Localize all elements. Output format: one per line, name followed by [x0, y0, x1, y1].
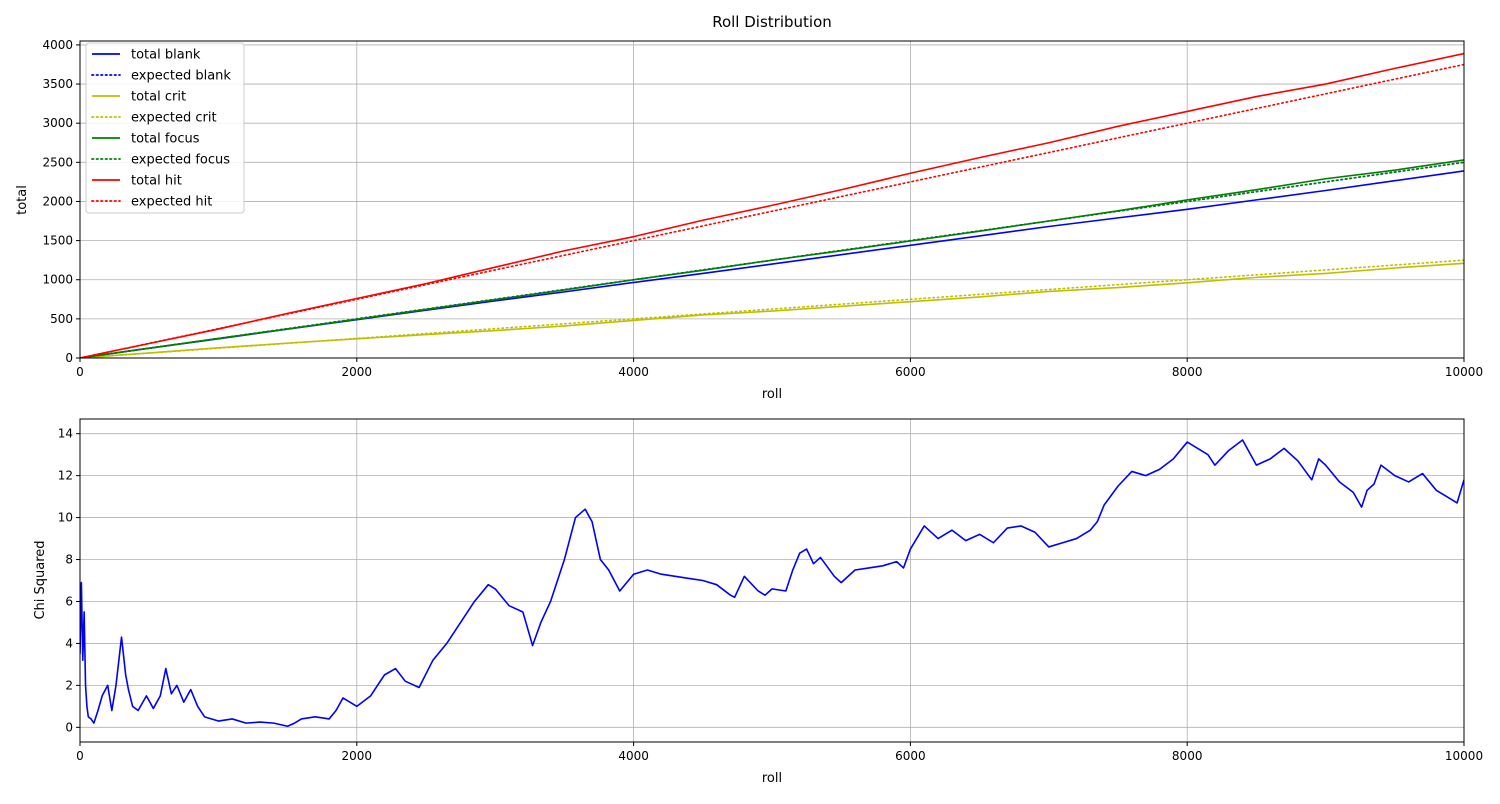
chart-title: Roll Distribution [712, 13, 832, 31]
y-axis-label: Chi Squared [33, 540, 48, 619]
y-tick-label: 500 [50, 312, 73, 326]
series-line-expected-focus [80, 161, 1464, 358]
legend-entry-label: expected focus [131, 153, 230, 168]
y-tick-label: 1000 [42, 273, 73, 287]
roll-distribution-axes: 0 2000 4000 6000 8000 10000 0 500 1000 1500 2000 25… [15, 13, 1483, 402]
series-lines [80, 52, 1464, 358]
x-tick-label: 0 [76, 365, 84, 379]
y-tick-label: 6 [65, 594, 73, 608]
y-tick-label: 2500 [42, 155, 73, 169]
y-tick-label: 1500 [42, 234, 73, 248]
legend-entry-label: expected blank [131, 69, 231, 84]
tick-labels: 0 2000 4000 6000 8000 10000 0 2 4 6 8 10 12 14 [58, 427, 1483, 763]
legend-entry-label: expected hit [131, 195, 212, 210]
chi-squared-axes: 0 2000 4000 6000 8000 10000 0 2 4 6 8 10 12 14 roll C… [33, 418, 1483, 786]
y-tick-label: 10 [58, 511, 73, 525]
x-tick-label: 4000 [618, 749, 649, 763]
y-tick-label: 2 [65, 678, 73, 692]
x-tick-label: 8000 [1172, 365, 1203, 379]
x-tick-label: 10000 [1445, 749, 1483, 763]
legend-entry-label: expected crit [131, 111, 217, 126]
y-tick-label: 4000 [42, 38, 73, 52]
legend-entry-label: total focus [131, 132, 200, 147]
x-tick-label: 4000 [618, 365, 649, 379]
y-tick-label: 3500 [42, 77, 73, 91]
y-tick-label: 0 [65, 351, 73, 365]
series-line-expected-hit [80, 63, 1464, 358]
x-tick-label: 8000 [1172, 749, 1203, 763]
legend-box [85, 42, 245, 214]
y-tick-label: 8 [65, 553, 73, 567]
y-tick-label: 3000 [42, 116, 73, 130]
plot-frame [79, 418, 1465, 743]
x-tick-label: 0 [76, 749, 84, 763]
legend-entry-label: total hit [131, 174, 182, 189]
legend-entry-label: total crit [131, 90, 186, 105]
series-lines [80, 439, 1464, 728]
x-tick-label: 6000 [895, 365, 926, 379]
x-axis-label: roll [762, 387, 782, 402]
y-tick-label: 14 [58, 427, 73, 441]
y-tick-label: 2000 [42, 194, 73, 208]
y-tick-label: 12 [58, 469, 73, 483]
legend: total blank expected blank total crit expec… [85, 42, 245, 214]
series-line-chi-squared [80, 439, 1464, 728]
x-axis-label: roll [762, 771, 782, 786]
plot-frame [79, 40, 1465, 359]
grid-lines [79, 419, 1465, 742]
y-tick-label: 4 [65, 636, 73, 650]
tick-labels: 0 2000 4000 6000 8000 10000 0 500 1000 1500 2000 25… [42, 38, 1483, 379]
y-tick-label: 0 [65, 720, 73, 734]
series-line-expected-crit [80, 259, 1464, 358]
grid-lines [79, 41, 1465, 359]
x-tick-label: 2000 [342, 365, 373, 379]
x-tick-label: 2000 [342, 749, 373, 763]
y-axis-label: total [15, 185, 30, 215]
x-tick-label: 10000 [1445, 365, 1483, 379]
x-tick-label: 6000 [895, 749, 926, 763]
legend-entry-label: total blank [131, 48, 201, 63]
